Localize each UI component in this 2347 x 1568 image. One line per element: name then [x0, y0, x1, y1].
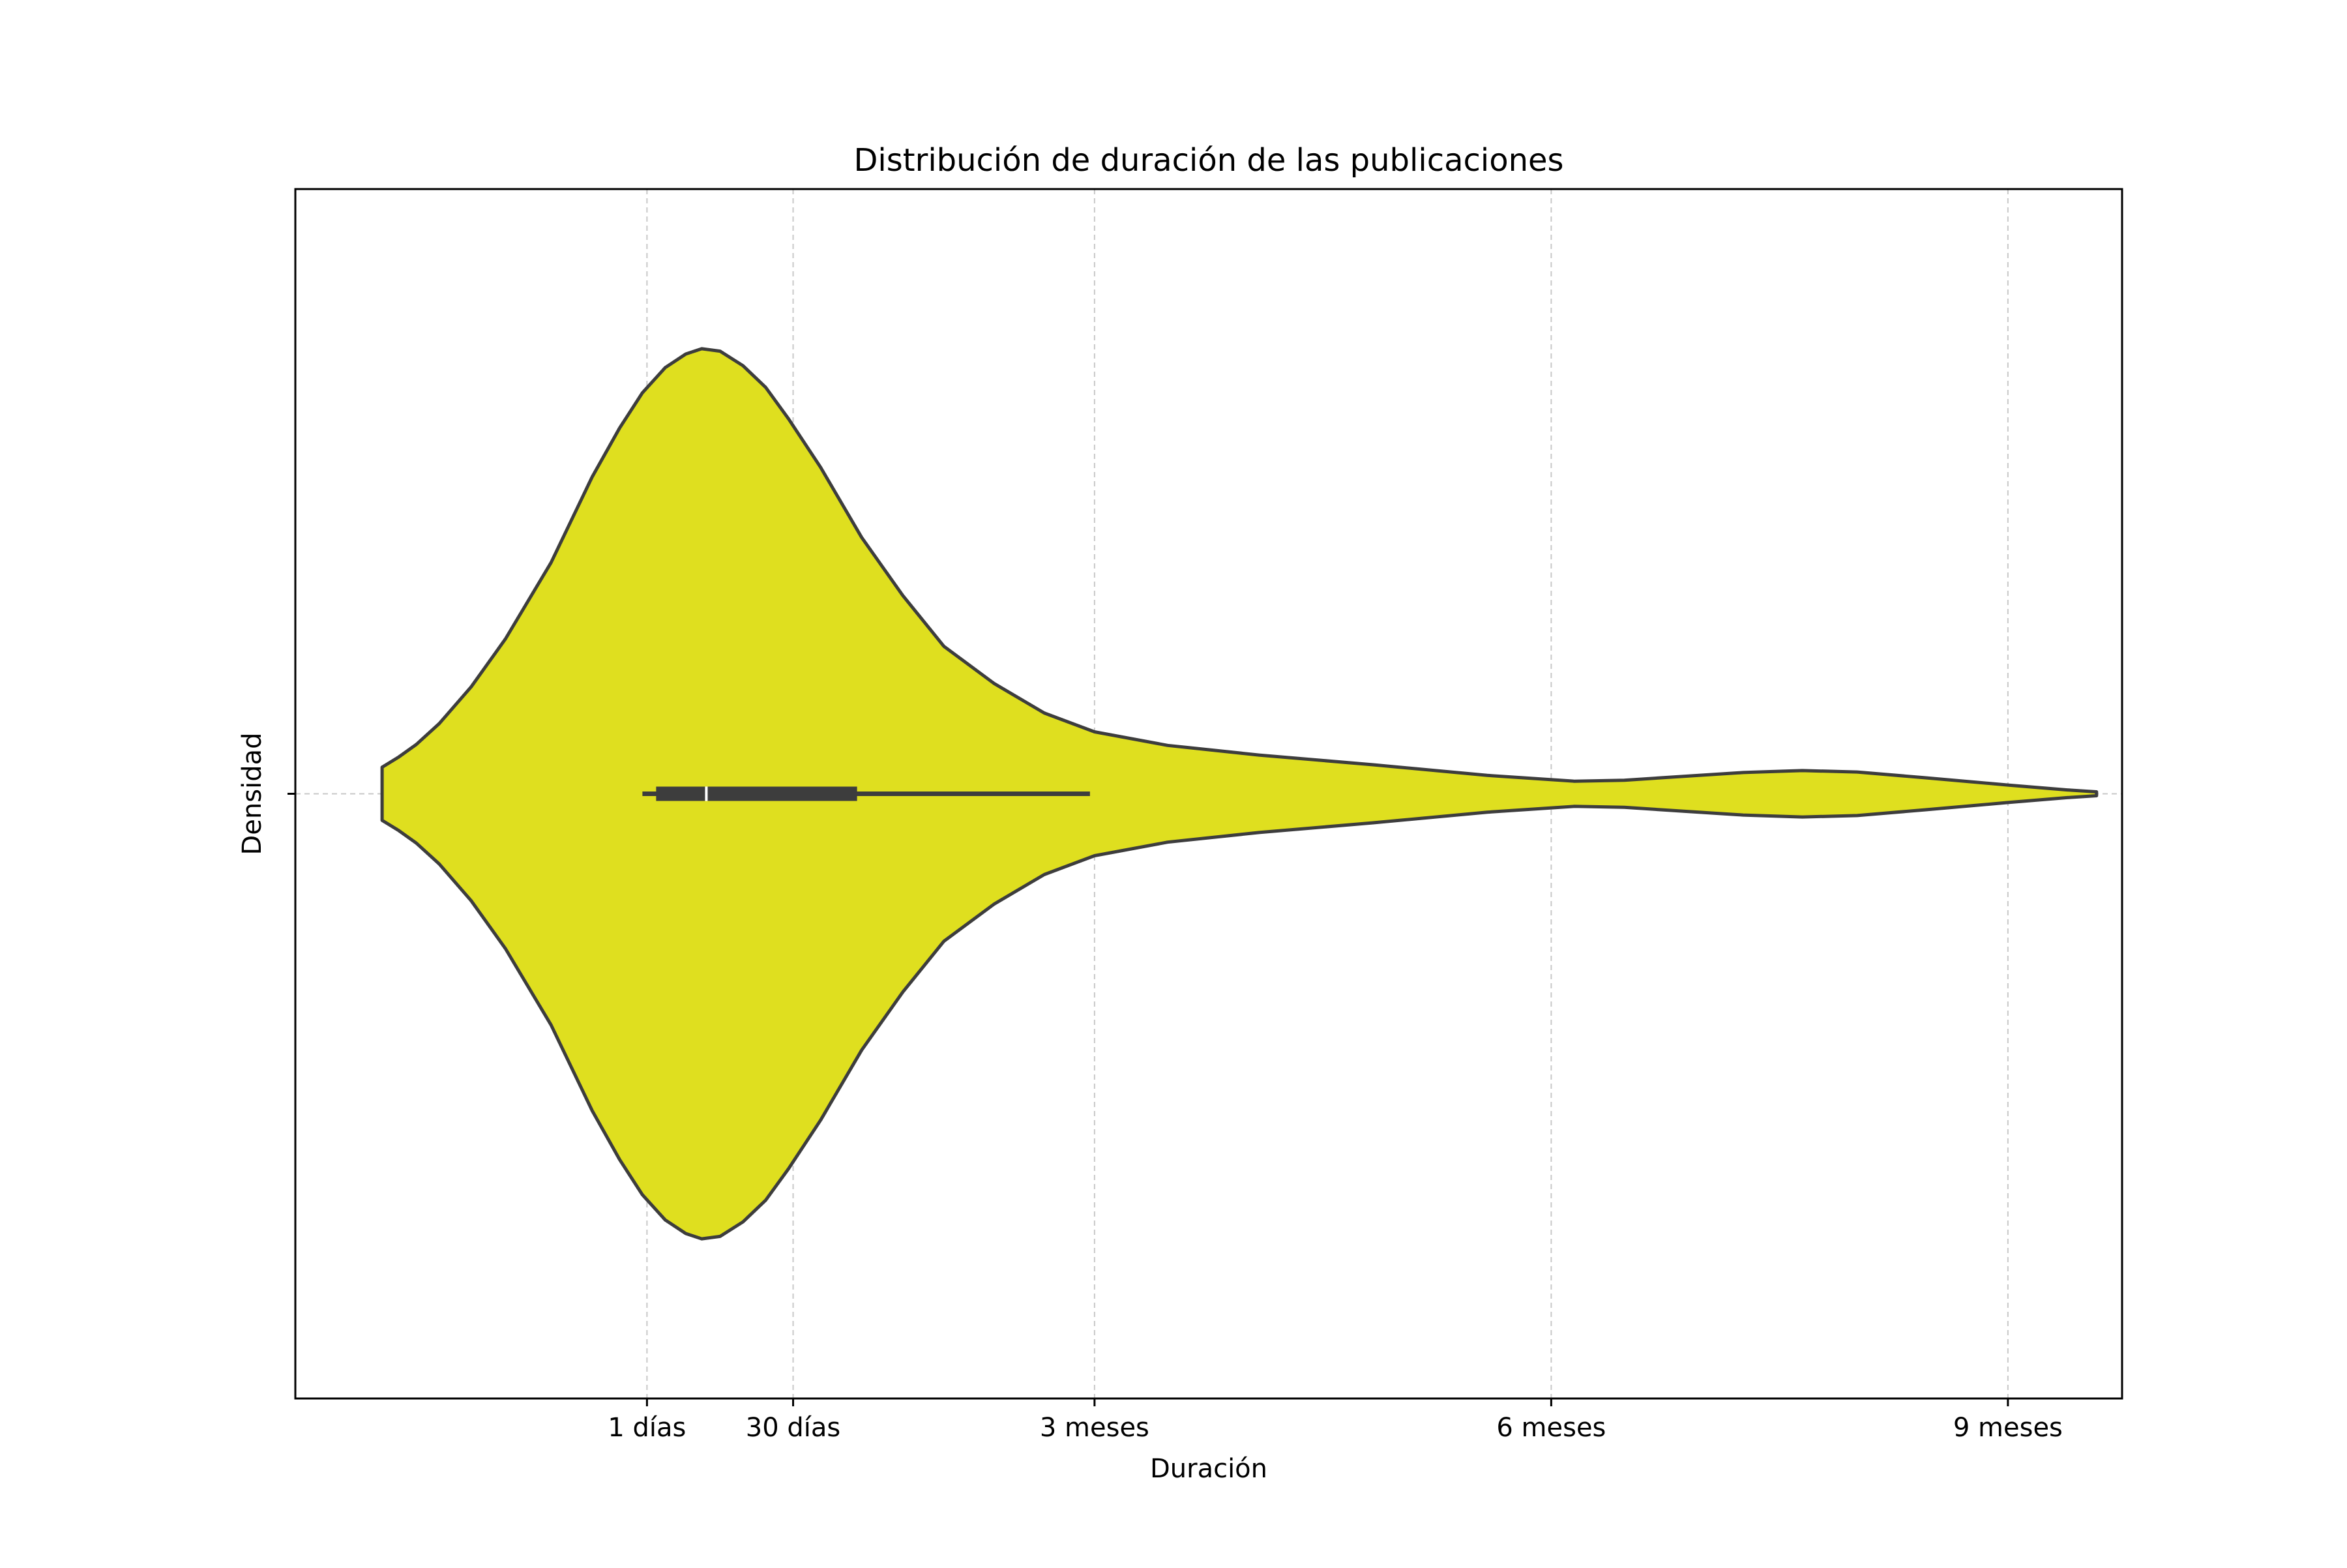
x-tick-label-1: 30 días — [746, 1413, 840, 1443]
interquartile-box — [656, 786, 857, 801]
x-tick-label-4: 9 meses — [1953, 1413, 2063, 1443]
violin-body — [380, 347, 2099, 1241]
x-axis-label: Duración — [1150, 1454, 1267, 1484]
x-tick-label-3: 6 meses — [1496, 1413, 1606, 1443]
x-tick-label-2: 3 meses — [1040, 1413, 1149, 1443]
axis-ticks: 1 días 30 días 3 meses 6 meses 9 meses — [288, 793, 2063, 1443]
box-plot-group — [642, 786, 1090, 801]
chart-title: Distribución de duración de las publicac… — [853, 142, 1563, 179]
violin-body-group — [380, 347, 2099, 1241]
x-tick-label-0: 1 días — [608, 1413, 686, 1443]
y-axis-label: Densidad — [237, 732, 267, 855]
